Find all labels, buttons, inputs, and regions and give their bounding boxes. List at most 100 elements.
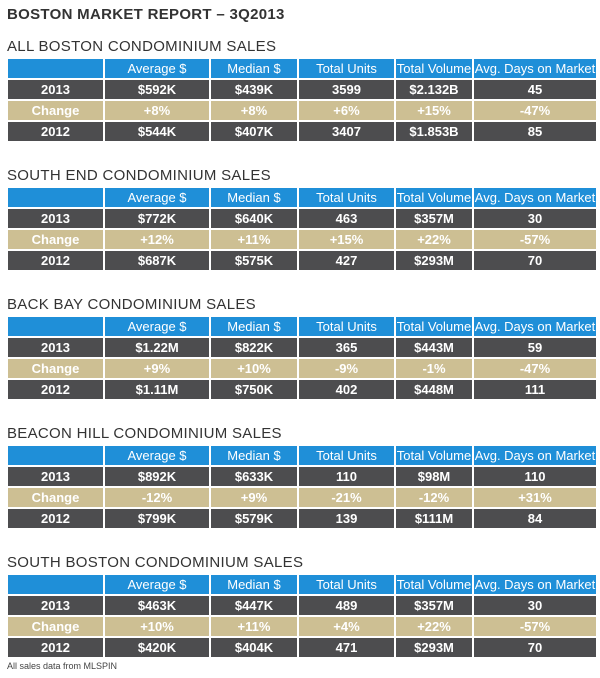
table-cell: +8% [211, 101, 297, 120]
year-row: 2012 $799K $579K 139 $111M 84 [8, 509, 596, 528]
table-cell: +8% [105, 101, 209, 120]
table-cell: 70 [474, 251, 596, 270]
change-row: Change -12% +9% -21% -12% +31% [8, 488, 596, 507]
row-label: Change [8, 101, 103, 120]
row-label: 2013 [8, 80, 103, 99]
column-header: Total Volume [396, 446, 472, 465]
section-title: SOUTH BOSTON CONDOMINIUM SALES [7, 554, 304, 571]
table-cell: $463K [105, 596, 209, 615]
table-cell: 3407 [299, 122, 394, 141]
table-cell: -12% [396, 488, 472, 507]
table-cell: $750K [211, 380, 297, 399]
row-label: 2012 [8, 638, 103, 657]
table-cell: $420K [105, 638, 209, 657]
stats-table: Average $ Median $ Total Units Total Volume… [6, 444, 598, 530]
column-header: Average $ [105, 188, 209, 207]
column-header: Total Units [299, 188, 394, 207]
table-cell: 489 [299, 596, 394, 615]
section-title: BACK BAY CONDOMINIUM SALES [7, 296, 256, 313]
table-header-row: Average $ Median $ Total Units Total Volume… [8, 188, 596, 207]
table-cell: +10% [211, 359, 297, 378]
row-label: Change [8, 359, 103, 378]
table-cell: $544K [105, 122, 209, 141]
table-header-row: Average $ Median $ Total Units Total Volume… [8, 317, 596, 336]
table-cell: -57% [474, 230, 596, 249]
column-header: Median $ [211, 446, 297, 465]
table-cell: 3599 [299, 80, 394, 99]
table-cell: $640K [211, 209, 297, 228]
table-cell: $98M [396, 467, 472, 486]
change-row: Change +8% +8% +6% +15% -47% [8, 101, 596, 120]
table-cell: 45 [474, 80, 596, 99]
row-label: 2013 [8, 467, 103, 486]
column-header: Avg. Days on Market [474, 446, 596, 465]
section-1: SOUTH END CONDOMINIUM SALES Average $ Medi… [7, 166, 596, 272]
section-4: SOUTH BOSTON CONDOMINIUM SALES Average $ M… [7, 553, 596, 659]
table-cell: -12% [105, 488, 209, 507]
column-header: Average $ [105, 575, 209, 594]
section-0: ALL BOSTON CONDOMINIUM SALES Average $ Med… [7, 37, 596, 143]
column-header: Average $ [105, 59, 209, 78]
column-header: Total Volume [396, 575, 472, 594]
column-header: Total Volume [396, 317, 472, 336]
row-label: 2012 [8, 380, 103, 399]
row-label: 2012 [8, 251, 103, 270]
table-cell: $822K [211, 338, 297, 357]
table-cell: +11% [211, 230, 297, 249]
table-cell: $111M [396, 509, 472, 528]
section-title: SOUTH END CONDOMINIUM SALES [7, 167, 271, 184]
column-header: Average $ [105, 446, 209, 465]
change-row: Change +12% +11% +15% +22% -57% [8, 230, 596, 249]
table-cell: 463 [299, 209, 394, 228]
section-title: ALL BOSTON CONDOMINIUM SALES [7, 38, 277, 55]
table-cell: +10% [105, 617, 209, 636]
table-cell: $772K [105, 209, 209, 228]
row-label: 2013 [8, 209, 103, 228]
year-row: 2013 $1.22M $822K 365 $443M 59 [8, 338, 596, 357]
row-label: 2012 [8, 509, 103, 528]
column-header: Avg. Days on Market [474, 575, 596, 594]
column-header: Total Units [299, 446, 394, 465]
table-cell: +6% [299, 101, 394, 120]
table-cell: +12% [105, 230, 209, 249]
column-header: Median $ [211, 317, 297, 336]
header-blank-cell [8, 575, 103, 594]
section-3: BEACON HILL CONDOMINIUM SALES Average $ Me… [7, 424, 596, 530]
year-row: 2012 $687K $575K 427 $293M 70 [8, 251, 596, 270]
row-label: Change [8, 230, 103, 249]
table-cell: -47% [474, 101, 596, 120]
change-row: Change +10% +11% +4% +22% -57% [8, 617, 596, 636]
stats-table: Average $ Median $ Total Units Total Volume… [6, 57, 598, 143]
year-row: 2013 $463K $447K 489 $357M 30 [8, 596, 596, 615]
stats-table: Average $ Median $ Total Units Total Volume… [6, 573, 598, 659]
header-blank-cell [8, 317, 103, 336]
table-cell: $633K [211, 467, 297, 486]
table-cell: $293M [396, 638, 472, 657]
table-cell: +15% [299, 230, 394, 249]
column-header: Avg. Days on Market [474, 188, 596, 207]
change-row: Change +9% +10% -9% -1% -47% [8, 359, 596, 378]
table-cell: $579K [211, 509, 297, 528]
table-cell: $799K [105, 509, 209, 528]
column-header: Avg. Days on Market [474, 59, 596, 78]
table-header-row: Average $ Median $ Total Units Total Volume… [8, 446, 596, 465]
table-cell: 30 [474, 596, 596, 615]
table-cell: +22% [396, 617, 472, 636]
table-cell: 110 [299, 467, 394, 486]
column-header: Avg. Days on Market [474, 317, 596, 336]
table-header-row: Average $ Median $ Total Units Total Volume… [8, 575, 596, 594]
table-cell: +22% [396, 230, 472, 249]
table-cell: $439K [211, 80, 297, 99]
table-cell: $1.11M [105, 380, 209, 399]
column-header: Median $ [211, 575, 297, 594]
table-cell: 84 [474, 509, 596, 528]
year-row: 2013 $772K $640K 463 $357M 30 [8, 209, 596, 228]
table-cell: +11% [211, 617, 297, 636]
row-label: Change [8, 488, 103, 507]
table-cell: 402 [299, 380, 394, 399]
header-blank-cell [8, 59, 103, 78]
table-cell: $687K [105, 251, 209, 270]
table-cell: 110 [474, 467, 596, 486]
table-cell: +31% [474, 488, 596, 507]
row-label: 2013 [8, 596, 103, 615]
